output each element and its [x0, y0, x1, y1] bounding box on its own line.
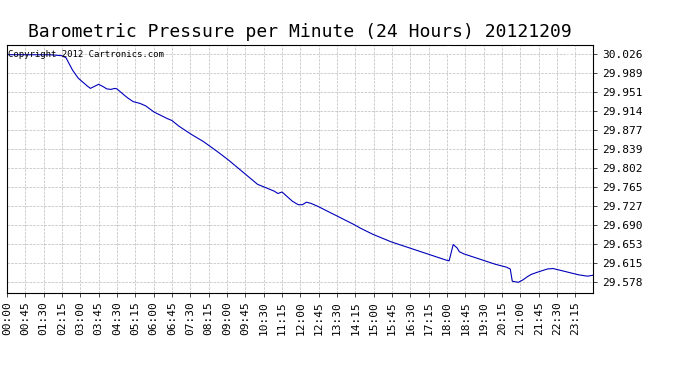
Title: Barometric Pressure per Minute (24 Hours) 20121209: Barometric Pressure per Minute (24 Hours…: [28, 23, 572, 41]
Text: Copyright 2012 Cartronics.com: Copyright 2012 Cartronics.com: [8, 50, 164, 59]
